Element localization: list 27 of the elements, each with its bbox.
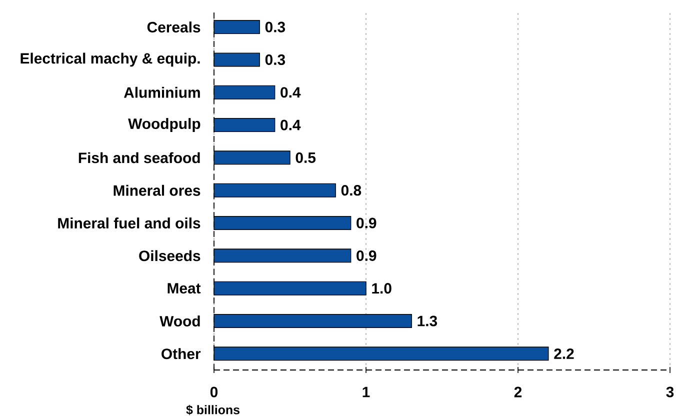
x-tick-label: 3 — [666, 386, 674, 398]
x-tick-label: 1 — [362, 386, 370, 398]
data-label: 2.2 — [554, 348, 574, 359]
data-label: 1.0 — [372, 283, 392, 294]
y-tick-label: Woodpulp — [128, 118, 200, 132]
y-tick-label: Wood — [160, 316, 200, 326]
data-label: 0.8 — [341, 185, 362, 196]
y-tick-label: Electrical machy & equip. — [20, 52, 200, 67]
y-tick-label: Mineral fuel and oils — [58, 218, 200, 228]
data-label: 0.4 — [280, 120, 301, 130]
x-axis-title: $ billions — [186, 404, 240, 416]
data-label: 0.3 — [265, 22, 286, 32]
y-tick-label: Oilseeds — [139, 250, 200, 262]
data-label: 0.9 — [356, 218, 376, 228]
x-tick-label: 0 — [210, 386, 218, 398]
data-label: 0.5 — [296, 152, 316, 163]
y-tick-label: Fish and seafood — [78, 152, 200, 164]
data-label: 0.4 — [280, 87, 301, 98]
data-label: 1.3 — [418, 316, 438, 326]
y-tick-label: Cereals — [147, 22, 200, 33]
x-tick-label: 2 — [514, 386, 522, 398]
y-tick-label: Meat — [168, 283, 201, 294]
data-label: 0.3 — [265, 54, 286, 65]
y-tick-label: Aluminium — [124, 86, 200, 98]
data-label: 0.9 — [356, 250, 376, 261]
y-tick-label: Other — [162, 348, 201, 360]
y-tick-label: Mineral ores — [114, 184, 200, 196]
